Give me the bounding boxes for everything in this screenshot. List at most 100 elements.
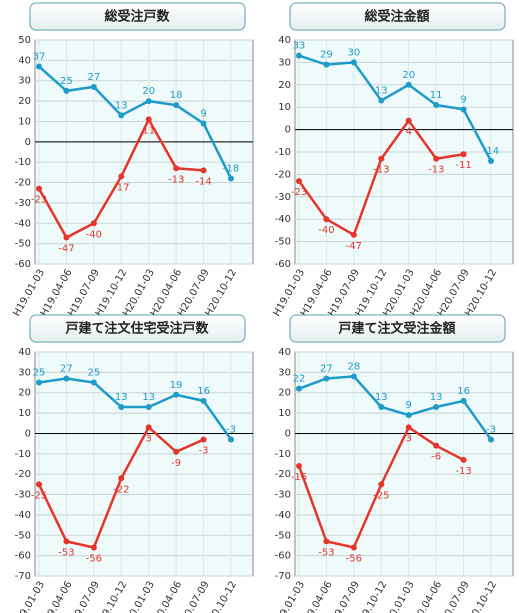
data-label: 27 xyxy=(60,363,73,374)
data-label: 13 xyxy=(115,100,128,111)
y-tick-label: 10 xyxy=(18,408,31,419)
data-label: -13 xyxy=(168,174,184,185)
data-point xyxy=(378,403,385,410)
y-tick-label: -70 xyxy=(275,571,291,582)
y-tick-label: 40 xyxy=(18,55,31,66)
y-tick-label: 30 xyxy=(278,57,291,68)
data-point xyxy=(323,538,330,545)
data-point xyxy=(118,475,125,482)
data-label: 9 xyxy=(200,108,206,119)
data-point xyxy=(90,83,97,90)
data-label: 13 xyxy=(142,392,155,403)
data-point xyxy=(90,379,97,386)
y-tick-label: 40 xyxy=(278,347,291,358)
data-label: -23 xyxy=(31,195,47,206)
y-tick-label: -50 xyxy=(275,530,291,541)
data-label: 25 xyxy=(87,368,100,379)
data-point xyxy=(63,538,70,545)
data-point xyxy=(378,97,385,104)
data-label: -22 xyxy=(113,484,129,495)
series-line xyxy=(38,377,233,441)
data-point xyxy=(405,117,412,124)
chart-panel: 総受注金額-60-50-40-30-20-10010203040H19.01-0… xyxy=(271,2,514,318)
y-tick-label: -60 xyxy=(275,551,291,562)
data-label: -47 xyxy=(58,244,74,255)
data-point xyxy=(405,424,412,431)
data-point xyxy=(488,436,494,443)
data-point xyxy=(323,375,330,382)
y-tick-label: 40 xyxy=(278,35,291,46)
chart-panel: 総受注戸数-60-50-40-30-20-1001020304050H19.01… xyxy=(11,2,254,318)
y-tick-label: 0 xyxy=(25,428,31,439)
y-tick-label: -40 xyxy=(275,510,291,521)
data-label: -9 xyxy=(171,458,181,469)
chart-title: 総受注戸数 xyxy=(104,9,170,25)
data-point xyxy=(63,375,70,382)
data-label: 13 xyxy=(430,392,443,403)
data-point xyxy=(145,424,152,431)
y-tick-label: 20 xyxy=(278,388,291,399)
data-point xyxy=(433,442,440,449)
y-tick-label: -30 xyxy=(15,198,31,209)
x-tick-label: H19.01-03 xyxy=(271,580,307,613)
series-line xyxy=(298,375,493,441)
y-tick-label: -20 xyxy=(275,169,291,180)
data-point xyxy=(145,403,152,410)
data-point xyxy=(296,463,302,470)
y-tick-label: 10 xyxy=(278,408,291,419)
data-point xyxy=(350,373,357,380)
data-point xyxy=(173,448,180,455)
data-point xyxy=(378,481,385,488)
data-label: 25 xyxy=(33,368,46,379)
data-point xyxy=(228,175,234,182)
data-label: -3 xyxy=(199,446,209,457)
y-tick-label: -30 xyxy=(275,490,291,501)
data-label: 4 xyxy=(406,127,412,138)
y-tick-label: -50 xyxy=(15,239,31,250)
data-point xyxy=(145,116,152,123)
data-point xyxy=(200,167,207,174)
chart-panel: 戸建て注文受注金額 -70 -60 -50 -40 -30 -20 -10 0 10 20 30 40 H… xyxy=(271,314,514,613)
data-label: -56 xyxy=(346,553,362,564)
y-tick-label: -10 xyxy=(275,449,291,460)
data-label: -23 xyxy=(291,187,307,198)
data-point xyxy=(36,63,42,70)
y-tick-label: -70 xyxy=(15,571,31,582)
data-label: 29 xyxy=(320,50,333,61)
y-tick-label: -60 xyxy=(275,259,291,270)
data-label: -53 xyxy=(58,547,74,558)
y-tick-label: -20 xyxy=(15,469,31,480)
y-tick-label: 0 xyxy=(25,137,31,148)
data-point xyxy=(173,102,180,109)
data-point xyxy=(36,185,42,192)
data-label: -25 xyxy=(31,490,47,501)
data-point xyxy=(433,155,440,162)
data-label: 13 xyxy=(375,85,388,96)
data-point xyxy=(118,403,125,410)
data-point xyxy=(145,98,152,105)
data-point xyxy=(296,385,302,392)
data-label: -56 xyxy=(86,553,102,564)
y-tick-label: -10 xyxy=(15,157,31,168)
data-label: 3 xyxy=(146,433,152,444)
data-point xyxy=(350,544,357,551)
data-point xyxy=(90,544,97,551)
data-label: -11 xyxy=(455,160,471,171)
data-point xyxy=(296,178,302,185)
y-tick-label: -30 xyxy=(275,192,291,203)
data-label: 18 xyxy=(170,90,183,101)
data-point xyxy=(118,112,125,119)
data-label: 19 xyxy=(170,380,183,391)
data-point xyxy=(460,106,467,113)
data-point xyxy=(405,412,412,419)
data-label: 16 xyxy=(197,386,210,397)
y-tick-label: -40 xyxy=(275,214,291,225)
data-point xyxy=(296,52,302,59)
title-box xyxy=(29,2,246,31)
data-label: -16 xyxy=(291,472,307,483)
data-label: 13 xyxy=(115,392,128,403)
data-label: -13 xyxy=(455,466,471,477)
data-point xyxy=(200,436,207,443)
data-point xyxy=(173,391,180,398)
data-point xyxy=(460,151,467,158)
